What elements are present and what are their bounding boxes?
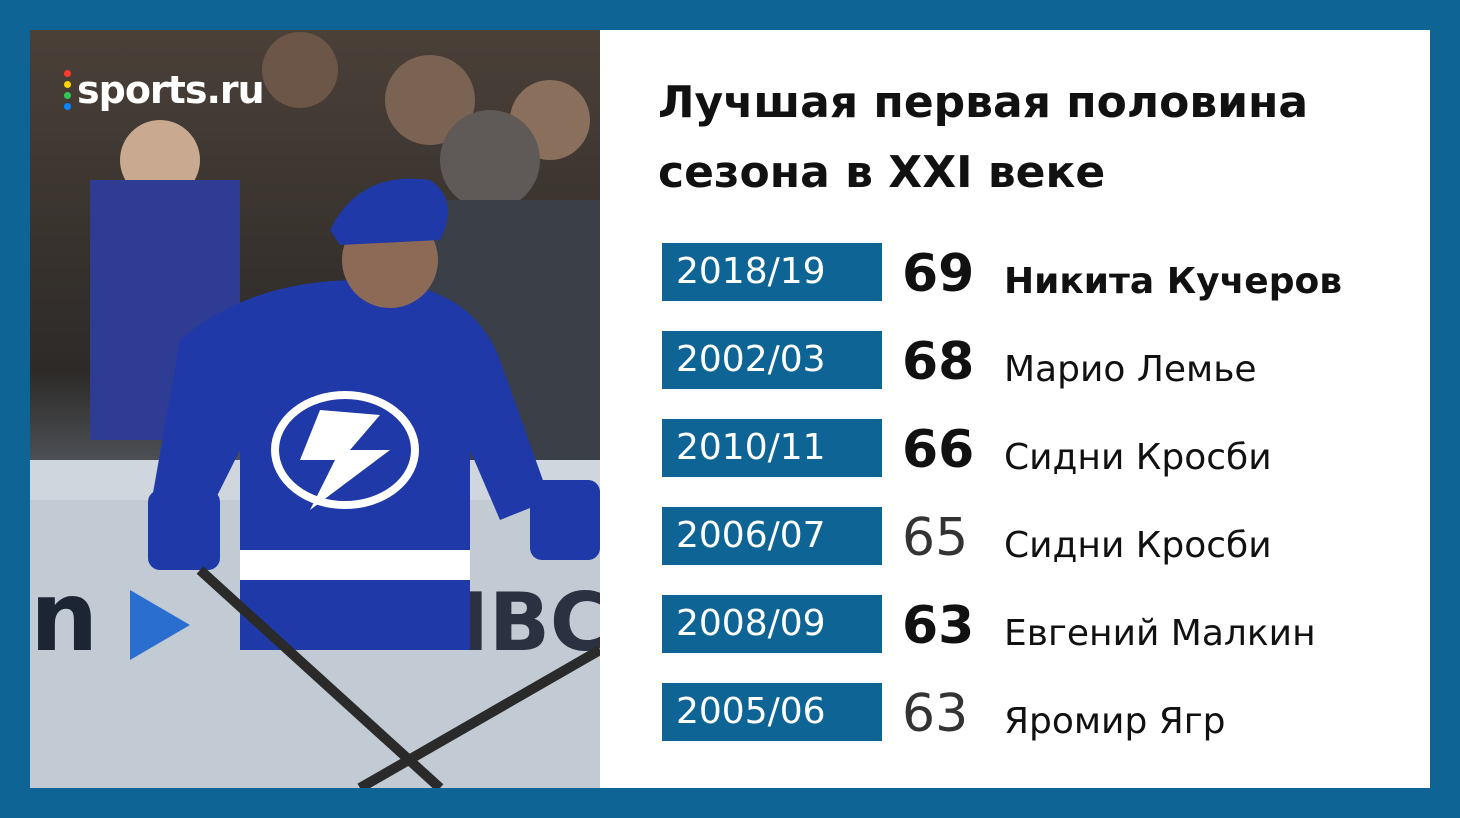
ranking-row: 2010/11 66 Сидни Кросби: [662, 419, 1422, 507]
season-badge: 2006/07: [662, 507, 882, 565]
points-value: 68: [902, 332, 975, 392]
ranking-row: 2006/07 65 Сидни Кросби: [662, 507, 1422, 595]
logo-text: sports.ru: [77, 68, 265, 112]
player-name: Марио Лемье: [1004, 349, 1257, 390]
player-name: Евгений Малкин: [1004, 613, 1316, 654]
sports-ru-logo: sports.ru: [64, 68, 265, 112]
logo-dot: [64, 70, 71, 77]
season-badge: 2005/06: [662, 683, 882, 741]
title-line-2: сезона в XXI веке: [658, 147, 1106, 198]
player-name: Яромир Ягр: [1004, 701, 1226, 742]
player-name: Никита Кучеров: [1004, 261, 1343, 302]
points-value: 69: [902, 244, 975, 304]
ranking-row: 2008/09 63 Евгений Малкин: [662, 595, 1422, 683]
season-badge: 2008/09: [662, 595, 882, 653]
player-name: Сидни Кросби: [1004, 437, 1272, 478]
svg-text:n: n: [30, 561, 98, 673]
ranking-list: 2018/19 69 Никита Кучеров 2002/03 68 Мар…: [662, 243, 1422, 771]
logo-dots-icon: [64, 70, 71, 110]
title-line-1: Лучшая первая половина: [658, 77, 1309, 128]
infographic-card: n NBC sports.ru: [30, 30, 1430, 788]
points-value: 66: [902, 420, 975, 480]
ranking-row: 2002/03 68 Марио Лемье: [662, 331, 1422, 419]
logo-dot: [64, 92, 71, 99]
page-title: Лучшая первая половина сезона в XXI веке: [658, 68, 1418, 208]
season-badge: 2010/11: [662, 419, 882, 477]
ranking-row: 2018/19 69 Никита Кучеров: [662, 243, 1422, 331]
hockey-player-photo: n NBC sports.ru: [30, 30, 600, 788]
points-value: 63: [902, 596, 975, 656]
photo-illustration: n NBC: [30, 32, 600, 788]
logo-dot: [64, 103, 71, 110]
player-name: Сидни Кросби: [1004, 525, 1272, 566]
ranking-row: 2005/06 63 Яромир Ягр: [662, 683, 1422, 771]
season-badge: 2018/19: [662, 243, 882, 301]
points-value: 65: [902, 508, 969, 568]
logo-dot: [64, 81, 71, 88]
points-value: 63: [902, 684, 969, 744]
season-badge: 2002/03: [662, 331, 882, 389]
